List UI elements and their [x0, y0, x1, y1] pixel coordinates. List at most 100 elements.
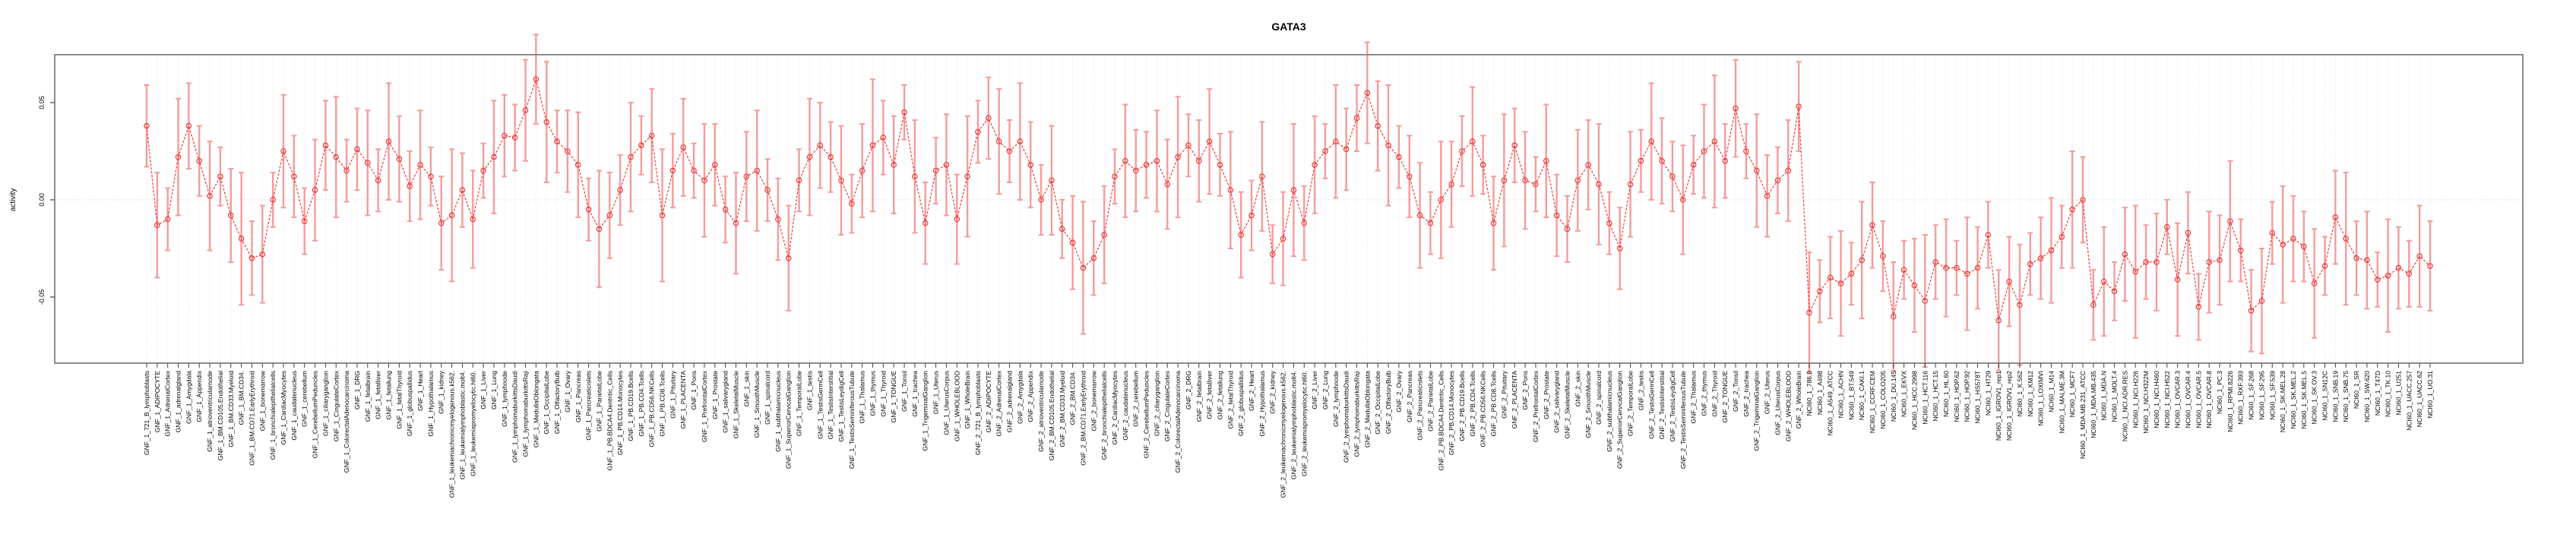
x-tick-label: GNF_1_BM.CD33.Myeloid	[227, 371, 235, 447]
x-tick-label: NCI60_1_HOP.62	[1953, 371, 1960, 422]
x-tick-label: GNF_1_testis	[805, 371, 813, 410]
x-tick-label: GNF_1_PB.CD19.Bcells	[627, 371, 635, 441]
x-tick-label: GNF_1_Heart	[416, 370, 424, 411]
data-point	[511, 134, 518, 141]
x-tick-label: GNF_1_fetalbrain	[364, 371, 372, 422]
x-tick-label: GNF_2_TestisLeydigCell	[1669, 371, 1676, 442]
x-tick-label: GNF_1_bronchialepithelialcells	[269, 371, 277, 460]
x-tick-label: GNF_2_TemporalLobe	[1627, 371, 1635, 436]
data-point	[2332, 214, 2339, 220]
x-tick-label: NCI60_1_MOLT.4	[2111, 371, 2119, 422]
x-tick-label: GNF_1_Liver	[479, 371, 487, 409]
x-tick-label: GNF_1_WholeBrain	[964, 371, 971, 428]
x-tick-label: GNF_2_DRG	[1185, 371, 1192, 409]
x-tick-label: GNF_2_Thalamus	[1690, 371, 1698, 423]
x-tick-label: NCI60_1_MDA.MB.231_ATCC	[2079, 371, 2087, 459]
x-tick-label: GNF_1_Prostate	[711, 371, 719, 419]
x-tick-label: GNF_1_BM.CD34.	[238, 371, 245, 425]
x-tick-label: GNF_2_leukemiapromyelocytic.hl60.	[1300, 371, 1308, 476]
series-line	[146, 77, 2431, 321]
x-tick-label: GNF_1_Tonsil	[900, 371, 908, 412]
data-point	[480, 167, 486, 174]
x-tick-label: GNF_1_atrioventricularnode	[206, 371, 214, 452]
y-axis-label: activity	[9, 188, 17, 212]
x-tick-label: GNF_1_TestisLeydigCell	[837, 371, 845, 442]
x-tick-label: GNF_1_Ovary	[564, 370, 571, 413]
x-tick-label: NCI60_1_SR	[2353, 371, 2360, 409]
data-point	[1733, 105, 1739, 112]
x-tick-label: GNF_2_adrenalgland	[1006, 371, 1014, 433]
x-tick-label: GNF_1_UterusCorpus	[942, 371, 950, 435]
data-point	[1438, 197, 1445, 203]
x-tick-label: GNF_2_SmoothMuscle	[1584, 371, 1592, 438]
data-point	[1690, 162, 1697, 168]
x-tick-label: GNF_2_ADIPOCYTE	[985, 371, 992, 433]
data-point	[1533, 181, 1539, 188]
data-point	[859, 167, 866, 174]
x-tick-label: NCI60_1_UACC.257	[2405, 371, 2413, 431]
x-tick-label: NCI60_1_SK.OV.3	[2311, 371, 2318, 425]
data-point	[1406, 173, 1413, 180]
data-point	[1701, 148, 1707, 154]
data-point	[2248, 308, 2255, 314]
y-tick-label: 0.05	[38, 96, 46, 109]
data-point	[1964, 270, 1970, 277]
data-point	[144, 122, 150, 129]
x-tick-label: GNF_2_fetalbrain	[1195, 371, 1203, 422]
data-point	[1448, 181, 1454, 188]
data-point	[1049, 177, 1055, 184]
data-point	[669, 167, 676, 174]
x-tick-label: GNF_2_thymus	[1700, 371, 1707, 416]
x-tick-label: GNF_1_PB.CD14.Monocytes	[616, 371, 624, 455]
grid-lines	[55, 55, 2523, 363]
x-tick-label: NCI60_1_CAKI.1	[1858, 371, 1866, 420]
data-point	[1679, 197, 1686, 203]
x-axis-ticks: GNF_1_721_B_lymphoblasts GNF_1_ADIPOCYTE G…	[143, 363, 2434, 498]
data-point	[491, 153, 497, 160]
data-point	[869, 142, 876, 149]
data-point	[2080, 197, 2086, 203]
x-tick-label: GNF_2_WholeBrain	[1795, 371, 1802, 428]
data-point	[880, 134, 887, 141]
data-point	[733, 220, 739, 226]
x-tick-label: GNF_2_PB.CD8.Tcells	[1490, 371, 1498, 436]
x-tick-label: NCI60_1_COLO205	[1879, 371, 1887, 429]
data-point	[617, 187, 623, 194]
data-point	[2353, 255, 2359, 261]
x-tick-label: GNF_2_subthalamicnucleus	[1606, 371, 1613, 452]
x-tick-label: GNF_1_ParietalLobe	[595, 371, 603, 432]
data-point	[1837, 280, 1844, 286]
x-tick-label: NCI60_1_K.562	[2016, 371, 2024, 417]
x-tick-label: GNF_2_ParietalLobe	[1426, 371, 1434, 432]
x-tick-label: GNF_2_Prostate	[1543, 371, 1550, 419]
data-point	[1900, 267, 1907, 273]
data-point	[1564, 226, 1571, 232]
data-point	[459, 187, 466, 194]
data-point	[365, 160, 371, 166]
data-point	[1553, 212, 1560, 219]
data-point	[891, 162, 897, 168]
data-point	[1101, 232, 1107, 238]
data-point	[312, 187, 318, 194]
data-point	[1416, 212, 1423, 219]
data-point	[438, 220, 445, 226]
data-point	[775, 216, 781, 223]
data-point	[1880, 253, 1886, 260]
data-point	[322, 142, 329, 149]
data-point	[2416, 253, 2423, 260]
x-tick-label: GNF_2_lymphomaburkittsDaudi	[1343, 371, 1350, 463]
x-tick-label: GNF_1_AdrenalCortex	[164, 370, 172, 436]
data-point	[1164, 181, 1171, 188]
x-tick-label: GNF_1_WHOLEBLOOD	[953, 371, 960, 441]
x-tick-label: GNF_2_bonemarrow	[1090, 370, 1097, 431]
x-tick-label: GNF_1_PLACENTA	[679, 371, 687, 429]
x-tick-label: GNF_1_OlfactoryBulb	[553, 371, 561, 434]
data-point	[1774, 177, 1781, 184]
data-point	[2301, 243, 2307, 250]
data-point	[2427, 263, 2433, 269]
data-point	[1112, 173, 1118, 180]
x-tick-label: GNF_2_Amygdala	[1016, 371, 1024, 424]
data-point	[1132, 167, 1139, 174]
data-point	[291, 173, 297, 180]
x-tick-label: NCI60_1_OVCAR.4	[2184, 371, 2191, 428]
